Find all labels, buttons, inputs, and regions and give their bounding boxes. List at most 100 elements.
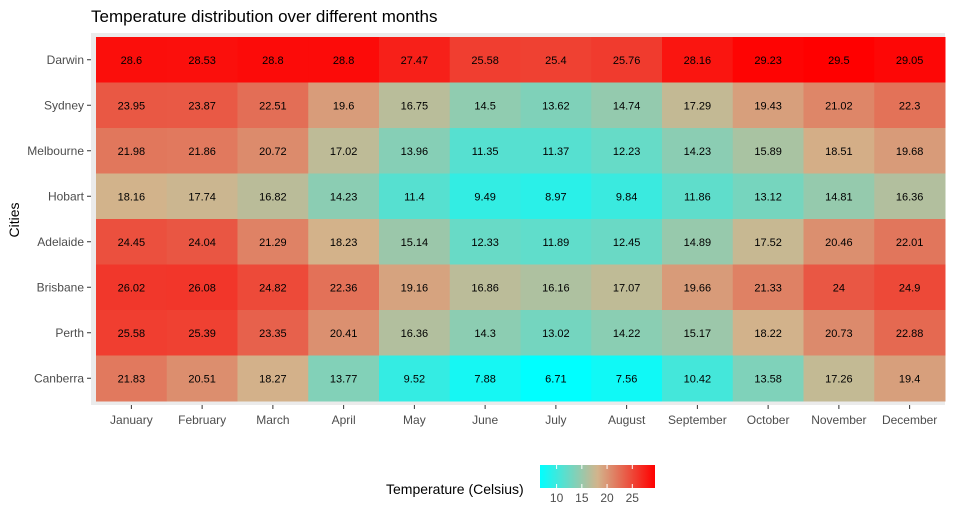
cell-value-label: 18.23 xyxy=(330,237,358,249)
heatmap-cells xyxy=(96,37,946,402)
heatmap-cell xyxy=(96,173,168,220)
cell-value-label: 15.89 xyxy=(754,146,782,158)
heatmap-cell xyxy=(732,37,804,83)
heatmap-cell xyxy=(166,219,238,265)
cell-value-label: 18.16 xyxy=(118,191,146,203)
heatmap-cell xyxy=(732,310,804,356)
cell-value-label: 22.88 xyxy=(896,328,924,340)
heatmap-cell xyxy=(803,128,875,174)
heatmap-cell xyxy=(732,128,804,174)
heatmap-cell xyxy=(166,310,238,356)
legend-tick-label: 10 xyxy=(550,491,564,505)
cell-value-label: 6.71 xyxy=(545,373,566,385)
heatmap-cell xyxy=(449,355,521,402)
heatmap-cell xyxy=(874,173,946,220)
heatmap-cell xyxy=(591,173,663,220)
cell-value-label: 14.22 xyxy=(613,328,641,340)
cell-value-label: 16.36 xyxy=(896,191,924,203)
cell-value-label: 19.43 xyxy=(754,100,782,112)
heatmap-cell xyxy=(591,355,663,402)
heatmap-cell xyxy=(803,310,875,356)
heatmap-cell xyxy=(662,173,734,220)
heatmap-cell xyxy=(308,310,380,356)
cell-value-label: 7.56 xyxy=(616,373,637,385)
cell-value-label: 25.76 xyxy=(613,55,641,67)
cell-value-label: 8.97 xyxy=(545,191,566,203)
cell-value-label: 11.86 xyxy=(684,191,711,203)
cell-value-label: 23.87 xyxy=(188,100,216,112)
legend-tick-label: 20 xyxy=(600,491,614,505)
heatmap-cell xyxy=(166,355,238,402)
heatmap-cell xyxy=(803,355,875,402)
y-axis-title: Cities xyxy=(6,202,22,237)
heatmap-cell xyxy=(732,82,804,129)
cell-value-label: 17.07 xyxy=(613,282,641,294)
cell-value-label: 14.23 xyxy=(330,191,358,203)
heatmap-cell xyxy=(308,37,380,83)
heatmap-cell xyxy=(732,264,804,311)
cell-value-label: 12.33 xyxy=(471,237,499,249)
cell-value-label: 26.08 xyxy=(188,282,216,294)
x-tick-label: February xyxy=(178,413,226,427)
cell-value-label: 13.02 xyxy=(542,328,570,340)
cell-value-label: 24.45 xyxy=(118,237,146,249)
cell-value-label: 17.02 xyxy=(330,146,358,158)
cell-value-label: 14.74 xyxy=(613,100,641,112)
heatmap-cell xyxy=(96,355,168,402)
cell-value-label: 23.95 xyxy=(118,100,146,112)
cell-value-label: 25.58 xyxy=(118,328,146,340)
cell-value-label: 24.82 xyxy=(259,282,287,294)
heatmap-cell xyxy=(520,82,592,129)
y-axis: Darwin Sydney Melbourne Hobart Adelaide Brisb… xyxy=(27,53,91,385)
cell-value-label: 11.4 xyxy=(404,191,425,203)
cell-value-label: 29.05 xyxy=(896,55,924,67)
y-tick-label: Canberra xyxy=(34,371,84,385)
cell-value-label: 15.14 xyxy=(401,237,429,249)
heatmap-cell xyxy=(874,128,946,174)
cell-value-label: 20.72 xyxy=(259,146,287,158)
heatmap-cell xyxy=(96,82,168,129)
cell-value-label: 18.22 xyxy=(754,328,782,340)
heatmap-cell xyxy=(449,173,521,220)
heatmap-cell-labels: 28.6 28.53 28.8 28.8 27.47 25.58 25.4 25.76 28.1… xyxy=(118,55,924,386)
heatmap-cell xyxy=(520,310,592,356)
cell-value-label: 19.68 xyxy=(896,146,924,158)
cell-value-label: 10.42 xyxy=(684,373,712,385)
cell-value-label: 16.36 xyxy=(401,328,429,340)
x-tick-label: December xyxy=(882,413,937,427)
x-tick-label: March xyxy=(256,413,289,427)
legend-tick-label: 15 xyxy=(575,491,589,505)
cell-value-label: 20.73 xyxy=(825,328,853,340)
heatmap-cell xyxy=(379,355,451,402)
cell-value-label: 22.01 xyxy=(896,237,924,249)
y-tick-label: Sydney xyxy=(44,98,84,112)
cell-value-label: 13.58 xyxy=(754,373,782,385)
x-tick-label: July xyxy=(545,413,566,427)
cell-value-label: 23.35 xyxy=(259,328,287,340)
heatmap-cell xyxy=(732,219,804,265)
heatmap-cell xyxy=(591,82,663,129)
heatmap-cell xyxy=(308,173,380,220)
cell-value-label: 11.37 xyxy=(543,146,570,158)
cell-value-label: 26.02 xyxy=(118,282,146,294)
heatmap-cell xyxy=(803,264,875,311)
cell-value-label: 19.6 xyxy=(333,100,354,112)
heatmap-cell xyxy=(308,355,380,402)
heatmap-cell xyxy=(803,173,875,220)
cell-value-label: 22.3 xyxy=(899,100,920,112)
heatmap-cell xyxy=(449,128,521,174)
heatmap-cell xyxy=(662,37,734,83)
heatmap-cell xyxy=(237,219,309,265)
heatmap-cell xyxy=(96,264,168,311)
cell-value-label: 14.81 xyxy=(825,191,853,203)
cell-value-label: 28.16 xyxy=(684,55,712,67)
heatmap-cell xyxy=(874,264,946,311)
x-tick-label: January xyxy=(110,413,153,427)
cell-value-label: 19.4 xyxy=(899,373,920,385)
heatmap-cell xyxy=(591,128,663,174)
heatmap-cell xyxy=(237,82,309,129)
cell-value-label: 17.29 xyxy=(684,100,712,112)
heatmap-cell xyxy=(662,128,734,174)
heatmap-cell xyxy=(237,128,309,174)
cell-value-label: 18.27 xyxy=(259,373,287,385)
